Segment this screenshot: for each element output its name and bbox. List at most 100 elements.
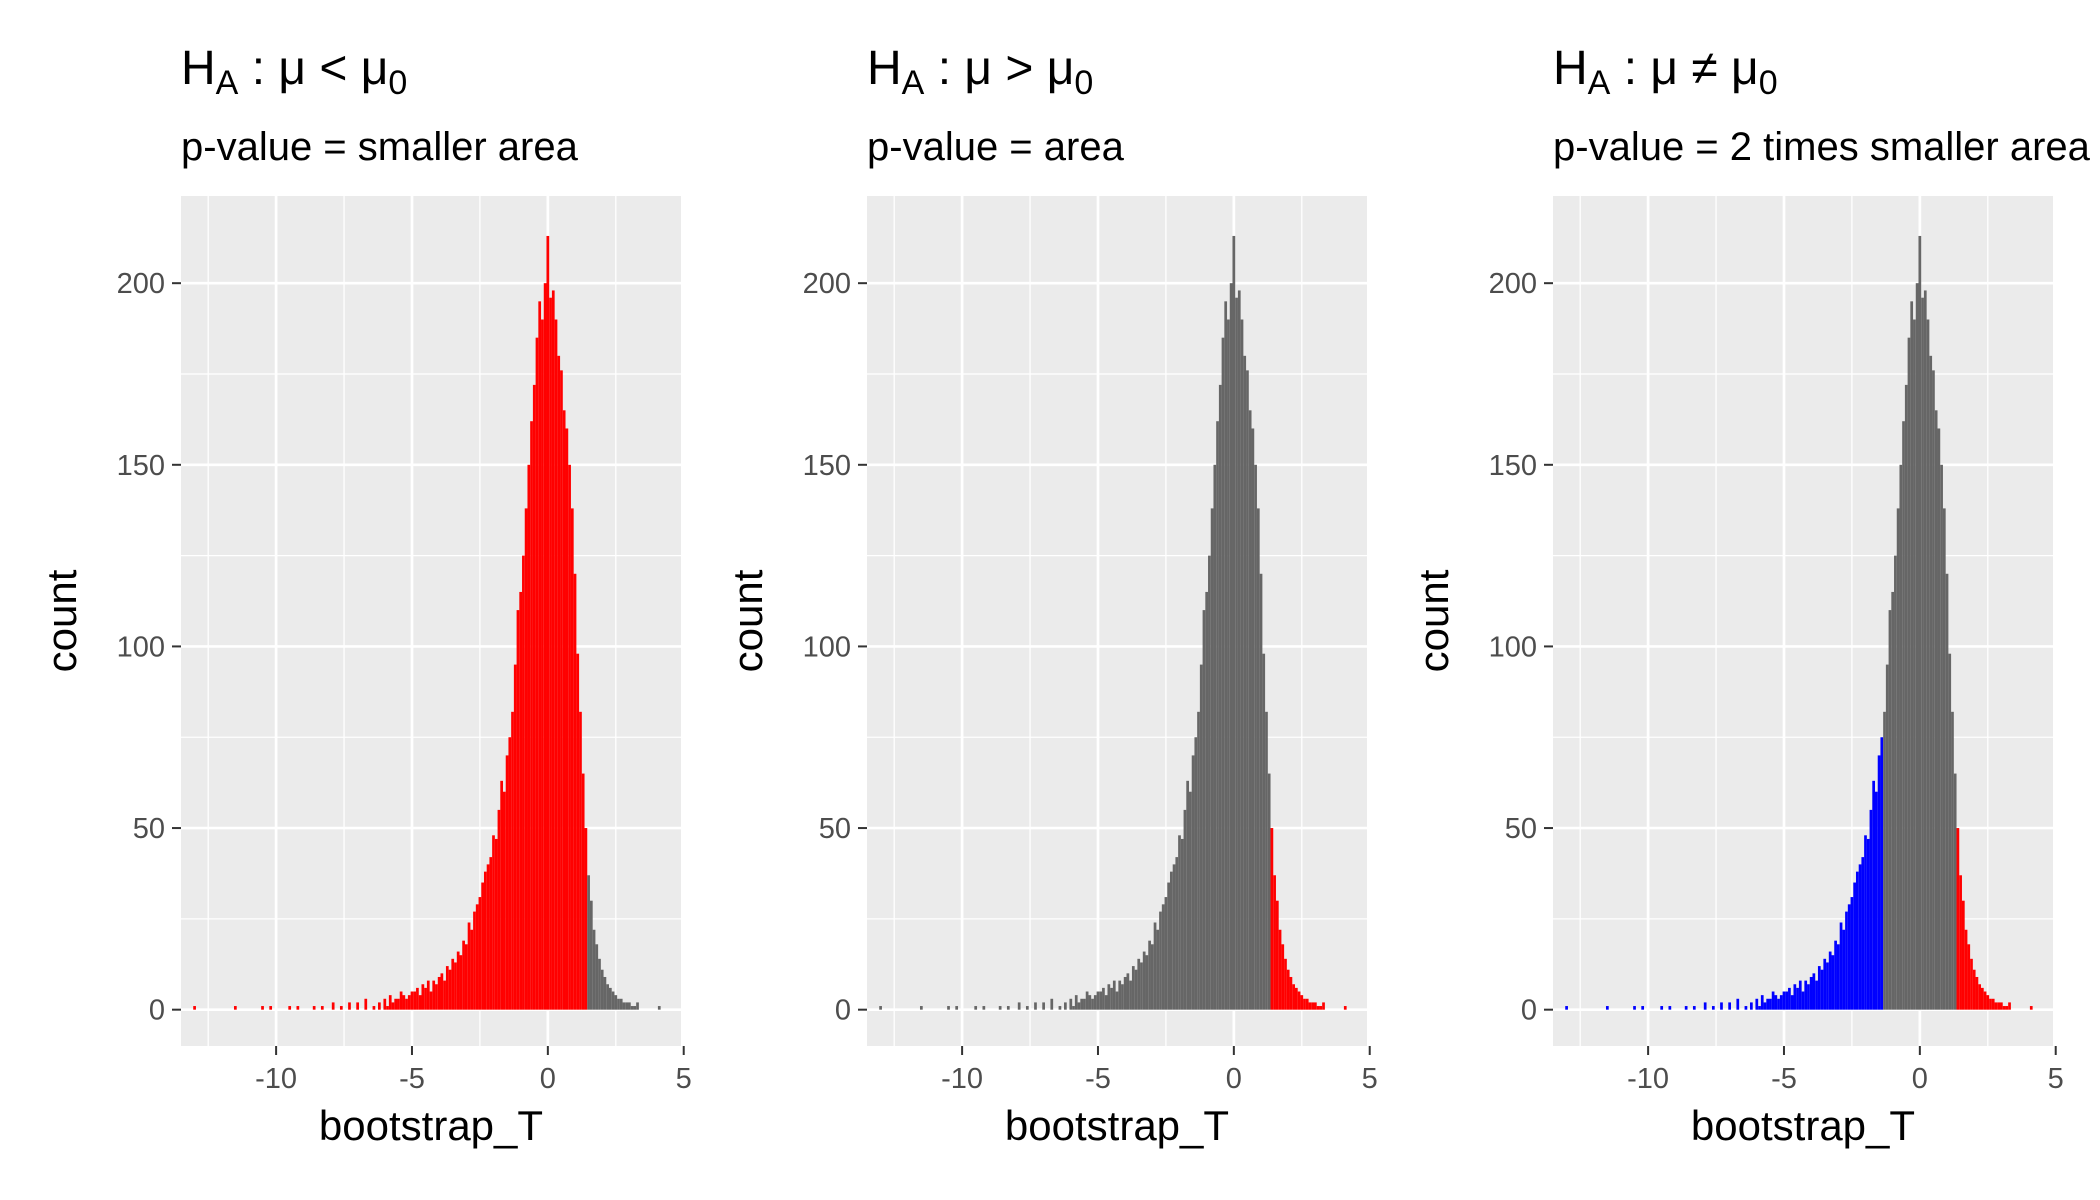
plot-panel-background [867, 196, 1367, 1046]
y-tick-label: 0 [149, 995, 165, 1027]
histogram-bar [473, 911, 476, 1010]
histogram-bar [1145, 955, 1149, 1010]
histogram-bar [1972, 969, 1976, 1010]
histogram-bar [1218, 384, 1222, 1010]
panel-title: HA : μ ≠ μ0 [1553, 42, 1778, 102]
histogram-bar [549, 297, 552, 1010]
histogram-bar [1684, 1006, 1688, 1010]
histogram-bar [1072, 1006, 1075, 1010]
histogram-bar [1864, 835, 1867, 1010]
histogram-bar [625, 1002, 629, 1010]
histogram-bar [429, 991, 433, 1010]
histogram-bar [1720, 1002, 1723, 1010]
histogram-bar [1641, 1006, 1645, 1010]
title-subscript: A [1588, 64, 1611, 102]
histogram-bar [1034, 1002, 1037, 1010]
histogram-bar [432, 980, 436, 1010]
x-tick-label: -10 [941, 1063, 983, 1095]
histogram-bar [1319, 1006, 1323, 1010]
histogram-bar [1199, 664, 1203, 1010]
histogram-bar [1205, 591, 1209, 1010]
histogram-bar [1243, 355, 1247, 1010]
histogram-bar [513, 664, 517, 1010]
histogram-bar [1728, 1002, 1731, 1010]
x-tick-label: -10 [255, 1063, 297, 1095]
histogram-bar [611, 991, 615, 1010]
x-tick-label: 5 [2048, 1063, 2064, 1095]
title-subscript-zero: 0 [388, 64, 407, 102]
histogram-bar [1932, 370, 1935, 1010]
x-tick-label: -10 [1627, 1063, 1669, 1095]
histogram-bar [1216, 421, 1219, 1010]
histogram-bar [1077, 1002, 1081, 1010]
histogram-bar [1172, 864, 1176, 1010]
histogram-bar [348, 1002, 351, 1010]
title-main: H [867, 42, 902, 95]
histogram-bar [606, 984, 609, 1010]
histogram-bar [982, 1006, 986, 1010]
histogram-bar [636, 1002, 639, 1010]
histogram-bar [483, 871, 487, 1010]
histogram-bar [407, 995, 411, 1010]
histogram-bar [587, 875, 590, 1010]
histogram-bar [2008, 1002, 2011, 1010]
histogram-bar [1923, 290, 1927, 1010]
histogram-bar [1831, 955, 1835, 1010]
histogram-bar [1823, 958, 1827, 1010]
histogram-bar [1633, 1006, 1636, 1010]
histogram-bar [1232, 235, 1236, 1010]
histogram-bar [451, 958, 455, 1010]
histogram-bar [1194, 737, 1198, 1010]
histogram-bar [562, 410, 566, 1010]
title-relation: : μ > μ [924, 42, 1074, 95]
histogram-bar [1951, 711, 1954, 1010]
histogram-bar [1934, 410, 1938, 1010]
histogram-bar [657, 1006, 661, 1010]
histogram-bar [1828, 951, 1832, 1010]
histogram-bar [1074, 995, 1078, 1010]
histogram-bar [1896, 508, 1900, 1010]
histogram-bar [1175, 857, 1179, 1010]
histogram-bar [1907, 337, 1911, 1010]
histogram-bar [565, 428, 569, 1010]
histogram-bar [416, 987, 419, 1010]
histogram-bar [1167, 882, 1170, 1010]
y-tick-label: 200 [803, 268, 851, 300]
histogram-bar [1006, 1006, 1010, 1010]
histogram-bar [1918, 235, 1922, 1010]
histogram-bar [1311, 1002, 1315, 1010]
title-relation: : μ < μ [238, 42, 388, 95]
histogram-bar [1953, 773, 1957, 1010]
histogram-bar [1891, 591, 1895, 1010]
histogram-bar [1847, 904, 1851, 1010]
histogram-bar [1064, 1002, 1067, 1010]
histogram-bar [1942, 508, 1946, 1010]
histogram-bar [543, 283, 547, 1010]
histogram-bar [1294, 987, 1298, 1010]
histogram-bar [1017, 1002, 1021, 1010]
histogram-bar [1812, 973, 1816, 1010]
histogram-bar [1926, 319, 1930, 1010]
histogram-bar [454, 962, 457, 1010]
histogram-bar [397, 998, 400, 1010]
y-tick-label: 50 [819, 813, 851, 845]
panel-title: HA : μ > μ0 [867, 42, 1093, 102]
histogram-bar [1983, 991, 1987, 1010]
histogram-bar [486, 864, 490, 1010]
histogram-bar [1980, 987, 1984, 1010]
histogram-bar [388, 995, 392, 1010]
histogram-bar [1855, 871, 1859, 1010]
histogram-bar [1839, 922, 1843, 1010]
histogram-bar [1989, 998, 1992, 1010]
histogram-bar [448, 969, 452, 1010]
histogram-bar [1877, 755, 1881, 1010]
x-tick-label: -5 [1771, 1063, 1797, 1095]
histogram-bar [1025, 1006, 1029, 1010]
histogram-bar [464, 944, 468, 1010]
histogram-bar [974, 1006, 978, 1010]
histogram-bar [1769, 998, 1772, 1010]
histogram-bar [1948, 653, 1952, 1010]
histogram-bar [1224, 301, 1228, 1010]
histogram-bar [1796, 987, 1799, 1010]
